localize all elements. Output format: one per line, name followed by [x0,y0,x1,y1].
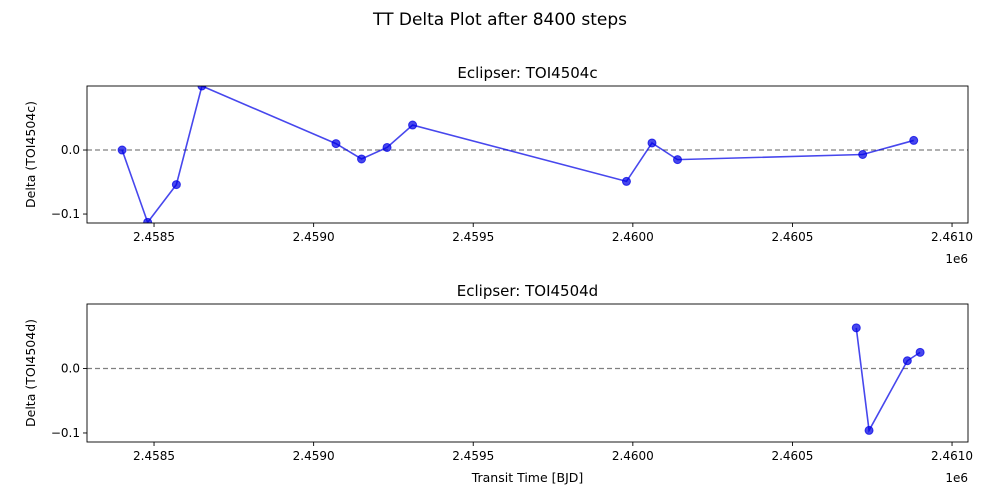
data-point [851,323,861,333]
data-point [915,347,925,357]
plot-area [851,323,925,435]
data-point [858,150,868,159]
data-point [673,155,683,165]
series-line [855,327,921,433]
plot-area [117,86,919,223]
subplot-title: Eclipser: TOI4504c [457,64,597,82]
subplot-2: Eclipser: TOI4504d 2.4585 2.4590 2.4595 2.46… [23,282,973,485]
x-tick-label: 2.4585 [133,449,175,463]
data-point [621,176,631,186]
data-point [382,142,392,152]
data-point [331,139,341,149]
x-tick-label: 2.4595 [452,449,494,463]
figure-title: TT Delta Plot after 8400 steps [372,10,627,30]
data-point [171,180,181,190]
axes-frame [86,303,969,443]
data-point [117,145,127,155]
x-tick-label: 2.4590 [293,230,335,244]
data-point [197,86,207,91]
y-tick-label: −0.1 [51,207,80,221]
x-tick-label: 2.4590 [293,449,335,463]
x-tick-label: 2.4600 [612,230,654,244]
x-axis-label: Transit Time [BJD] [471,470,584,485]
y-tick-label: 0.0 [61,143,80,157]
x-offset-label: 1e6 [945,252,968,266]
x-offset-label: 1e6 [945,471,968,485]
data-point [357,154,367,164]
x-tick-label: 2.4610 [931,449,973,463]
data-point [647,138,657,148]
x-tick-label: 2.4605 [771,449,813,463]
data-point [909,135,919,145]
subplot-title: Eclipser: TOI4504d [457,282,598,300]
data-point [864,425,874,435]
data-point [408,120,418,130]
y-axis-label: Delta (TOI4504c) [23,101,38,208]
x-tick-label: 2.4610 [931,230,973,244]
y-axis-label: Delta (TOI4504d) [23,319,38,427]
y-tick-label: −0.1 [51,426,80,440]
x-tick-label: 2.4595 [452,230,494,244]
x-tick-label: 2.4600 [612,449,654,463]
axes-frame [86,85,969,224]
subplot-1: Eclipser: TOI4504c 2.4585 2.4590 2.4595 2.46… [23,64,973,266]
y-tick-label: 0.0 [61,361,80,375]
data-point [902,356,912,366]
data-point [143,217,153,223]
x-tick-label: 2.4585 [133,230,175,244]
x-tick-label: 2.4605 [771,230,813,244]
series-line [121,86,914,223]
